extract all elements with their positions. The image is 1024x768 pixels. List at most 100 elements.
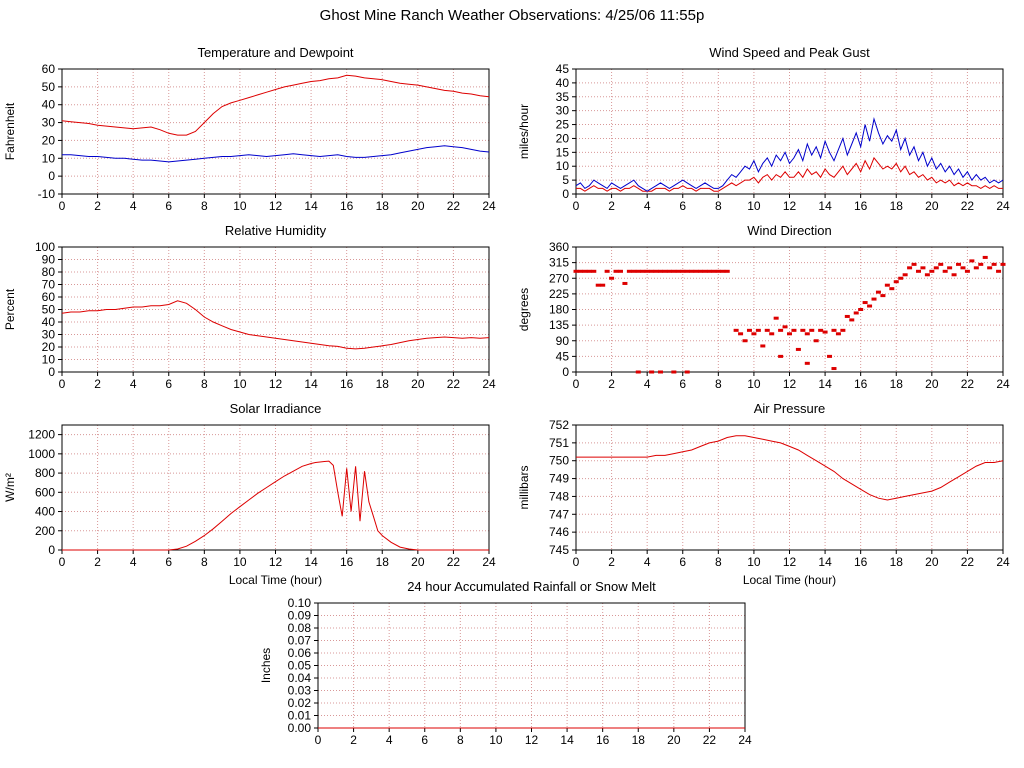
- wind-speed-gust-plot: 0 2 4 6 8 10 12 14 16 18 20 22 24051015202530354045m…: [517, 64, 1010, 213]
- svg-text:4: 4: [130, 555, 137, 569]
- svg-text:746: 746: [549, 525, 569, 539]
- svg-text:2: 2: [608, 555, 615, 569]
- svg-text:12: 12: [783, 555, 797, 569]
- svg-text:0.03: 0.03: [288, 684, 312, 698]
- svg-text:30: 30: [42, 116, 56, 130]
- svg-text:0: 0: [562, 365, 569, 379]
- svg-text:18: 18: [890, 199, 904, 213]
- chart-wind-direction: Wind Direction 0 2 4 6 8 10 12 14 16 18 20 22 24 0 45 9…: [514, 220, 1019, 396]
- air-pressure-plot: 0 2 4 6 8 10 12 14 16 18 20 22 247457467477487497507…: [517, 420, 1010, 587]
- svg-text:8: 8: [715, 555, 722, 569]
- chart-title: Temperature and Dewpoint: [197, 45, 354, 60]
- svg-text:4: 4: [644, 199, 651, 213]
- svg-text:14: 14: [560, 733, 574, 747]
- relative-humidity-plot: 0 2 4 6 8 10 12 14 16 18 20 22 240102030405060708090…: [3, 242, 496, 391]
- svg-text:millibars: millibars: [517, 465, 531, 509]
- svg-text:15: 15: [556, 145, 570, 159]
- svg-text:30: 30: [556, 104, 570, 118]
- svg-text:22: 22: [961, 199, 975, 213]
- svg-text:0: 0: [59, 377, 66, 391]
- svg-text:Local Time (hour): Local Time (hour): [229, 573, 322, 587]
- svg-text:0: 0: [573, 555, 580, 569]
- svg-text:10: 10: [747, 199, 761, 213]
- svg-text:0.02: 0.02: [288, 696, 312, 710]
- chart-title: Wind Speed and Peak Gust: [709, 45, 870, 60]
- svg-text:0: 0: [48, 543, 55, 557]
- svg-text:0.07: 0.07: [288, 634, 312, 648]
- svg-text:12: 12: [269, 199, 283, 213]
- svg-text:180: 180: [549, 303, 569, 317]
- svg-text:8: 8: [457, 733, 464, 747]
- svg-text:60: 60: [42, 290, 56, 304]
- svg-text:20: 20: [42, 133, 56, 147]
- svg-text:0: 0: [315, 733, 322, 747]
- chart-relative-humidity: Relative Humidity 0 2 4 6 8 10 12 14 16 18 20 22 24 0…: [0, 220, 505, 396]
- svg-text:14: 14: [818, 555, 832, 569]
- chart-wind-speed-gust: Wind Speed and Peak Gust 0 2 4 6 8 10 12 14 16 18…: [514, 42, 1019, 218]
- solar-irradiance-plot: 0 2 4 6 8 10 12 14 16 18 20 22 240200400600800100012…: [3, 424, 496, 587]
- svg-text:12: 12: [783, 199, 797, 213]
- svg-text:miles/hour: miles/hour: [517, 104, 531, 159]
- svg-text:4: 4: [386, 733, 393, 747]
- svg-text:0.04: 0.04: [288, 671, 312, 685]
- svg-text:24: 24: [482, 199, 496, 213]
- svg-text:6: 6: [421, 733, 428, 747]
- svg-text:0.08: 0.08: [288, 621, 312, 635]
- svg-text:100: 100: [35, 242, 55, 254]
- svg-text:20: 20: [925, 555, 939, 569]
- svg-text:Fahrenheit: Fahrenheit: [3, 102, 17, 160]
- svg-text:18: 18: [632, 733, 646, 747]
- svg-text:14: 14: [304, 377, 318, 391]
- svg-text:4: 4: [644, 555, 651, 569]
- svg-text:2: 2: [350, 733, 357, 747]
- svg-text:16: 16: [854, 555, 868, 569]
- chart-temperature-dewpoint: Temperature and Dewpoint 0 2 4 6 8 10 12 14 16 18…: [0, 42, 505, 218]
- svg-text:6: 6: [165, 377, 172, 391]
- svg-text:200: 200: [35, 524, 55, 538]
- svg-text:10: 10: [233, 377, 247, 391]
- svg-text:24: 24: [482, 555, 496, 569]
- svg-text:20: 20: [925, 199, 939, 213]
- svg-text:745: 745: [549, 543, 569, 557]
- svg-text:360: 360: [549, 242, 569, 254]
- svg-text:24: 24: [996, 377, 1010, 391]
- svg-text:0: 0: [48, 169, 55, 183]
- svg-text:20: 20: [42, 340, 56, 354]
- svg-text:14: 14: [818, 199, 832, 213]
- svg-text:16: 16: [854, 377, 868, 391]
- svg-text:16: 16: [340, 199, 354, 213]
- svg-text:800: 800: [35, 466, 55, 480]
- svg-text:50: 50: [42, 80, 56, 94]
- svg-text:750: 750: [549, 454, 569, 468]
- svg-text:degrees: degrees: [517, 288, 531, 331]
- page-title: Ghost Mine Ranch Weather Observations: 4…: [319, 7, 705, 24]
- svg-text:22: 22: [447, 377, 461, 391]
- svg-text:Inches: Inches: [259, 648, 273, 683]
- svg-text:45: 45: [556, 349, 570, 363]
- svg-text:20: 20: [411, 199, 425, 213]
- svg-text:8: 8: [201, 555, 208, 569]
- svg-text:22: 22: [961, 555, 975, 569]
- svg-text:0: 0: [573, 199, 580, 213]
- svg-text:4: 4: [644, 377, 651, 391]
- svg-text:50: 50: [42, 303, 56, 317]
- svg-text:60: 60: [42, 64, 56, 76]
- svg-text:22: 22: [447, 555, 461, 569]
- svg-text:25: 25: [556, 118, 570, 132]
- svg-text:8: 8: [715, 199, 722, 213]
- svg-text:10: 10: [42, 151, 56, 165]
- svg-text:0.01: 0.01: [288, 709, 312, 723]
- svg-text:22: 22: [447, 199, 461, 213]
- svg-text:18: 18: [890, 377, 904, 391]
- svg-text:0: 0: [562, 187, 569, 201]
- svg-text:18: 18: [376, 199, 390, 213]
- svg-text:8: 8: [201, 199, 208, 213]
- svg-text:14: 14: [818, 377, 832, 391]
- svg-text:18: 18: [376, 555, 390, 569]
- svg-text:20: 20: [411, 377, 425, 391]
- svg-text:600: 600: [35, 485, 55, 499]
- svg-text:0: 0: [48, 365, 55, 379]
- svg-text:90: 90: [556, 334, 570, 348]
- svg-text:45: 45: [556, 64, 570, 76]
- svg-text:16: 16: [854, 199, 868, 213]
